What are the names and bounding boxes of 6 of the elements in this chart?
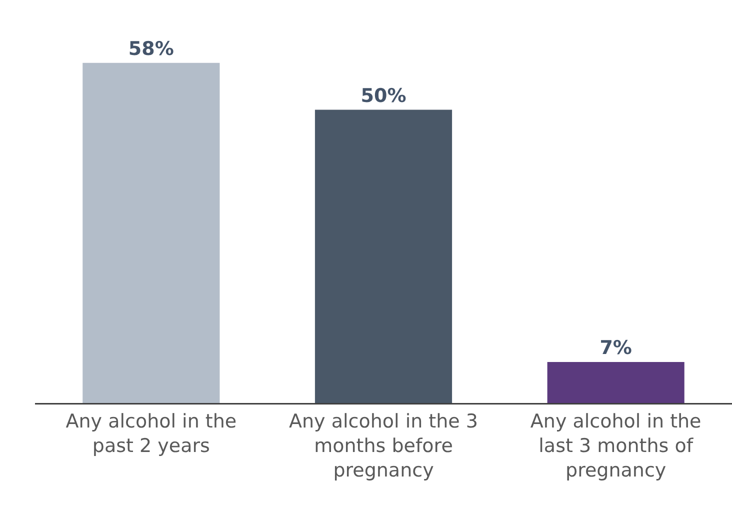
data-label: 7% [600,336,632,359]
data-label: 58% [128,38,174,60]
data-label: 50% [360,84,406,107]
x-tick-label: Any alcohol in the 3 months before pregnancy [289,410,478,482]
x-tick-label: Any alcohol in the past 2 years [66,410,237,457]
x-tick-label: Any alcohol in the last 3 months of pregnancy [530,410,702,482]
